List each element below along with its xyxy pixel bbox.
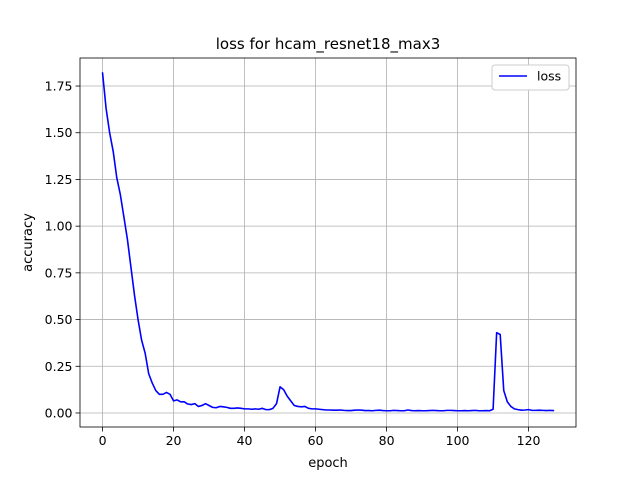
x-tick-label: 40 [237,433,253,448]
x-tick-label: 120 [517,433,541,448]
y-tick-label: 1.75 [45,79,73,94]
grid-lines [80,58,576,427]
x-tick-label: 20 [166,433,182,448]
y-tick-label: 1.50 [45,125,73,140]
series-layer [101,72,555,412]
x-tick-label: 0 [99,433,107,448]
y-tick-label: 1.25 [45,172,73,187]
legend-box [491,64,570,91]
y-tick-label: 0.50 [45,312,73,327]
x-axis-title: epoch [308,456,348,471]
y-axis-ticks: 0.00 0.25 0.50 0.75 1.00 1.25 1.50 1.75 [45,79,80,420]
x-tick-label: 60 [308,433,324,448]
plot-frame [79,57,577,428]
y-axis-title: accuracy [21,213,36,272]
x-tick-label: 80 [379,433,395,448]
y-tick-label: 0.75 [45,265,73,280]
series-line-loss [101,72,555,412]
y-tick-label: 0.00 [45,405,73,420]
chart-title: loss for hcam_resnet18_max3 [216,35,441,54]
x-tick-label: 100 [446,433,470,448]
plot-area [80,58,576,427]
y-tick-label: 1.00 [45,219,73,234]
legend-label-loss: loss [537,69,561,84]
y-tick-label: 0.25 [45,359,73,374]
x-axis-ticks: 0 20 40 60 80 100 120 [99,427,541,448]
legend: loss [491,64,570,91]
